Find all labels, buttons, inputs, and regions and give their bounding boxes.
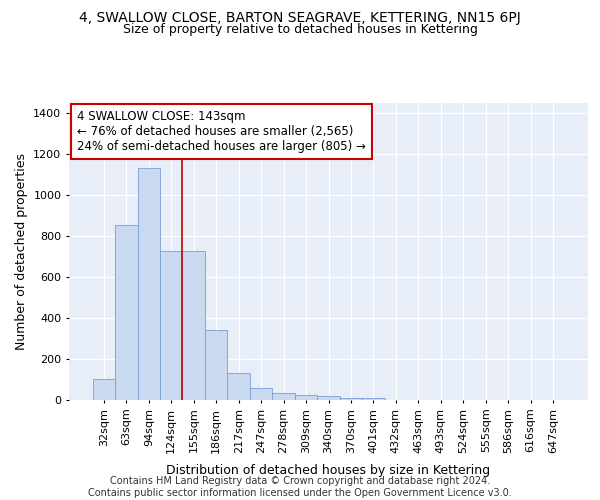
Bar	[227, 374, 250, 400]
Bar	[317, 396, 340, 400]
Bar	[160, 252, 182, 400]
Bar	[250, 388, 272, 400]
Bar	[205, 330, 227, 400]
Bar	[115, 224, 137, 400]
Bar	[340, 398, 362, 400]
Bar	[295, 396, 317, 400]
X-axis label: Distribution of detached houses by size in Kettering: Distribution of detached houses by size …	[166, 464, 491, 477]
Y-axis label: Number of detached properties: Number of detached properties	[14, 153, 28, 350]
Text: 4, SWALLOW CLOSE, BARTON SEAGRAVE, KETTERING, NN15 6PJ: 4, SWALLOW CLOSE, BARTON SEAGRAVE, KETTE…	[79, 11, 521, 25]
Bar	[362, 398, 385, 400]
Bar	[137, 168, 160, 400]
Bar	[92, 379, 115, 400]
Text: Size of property relative to detached houses in Kettering: Size of property relative to detached ho…	[122, 24, 478, 36]
Text: Contains HM Land Registry data © Crown copyright and database right 2024.
Contai: Contains HM Land Registry data © Crown c…	[88, 476, 512, 498]
Bar	[272, 393, 295, 400]
Bar	[182, 252, 205, 400]
Text: 4 SWALLOW CLOSE: 143sqm
← 76% of detached houses are smaller (2,565)
24% of semi: 4 SWALLOW CLOSE: 143sqm ← 76% of detache…	[77, 110, 365, 153]
